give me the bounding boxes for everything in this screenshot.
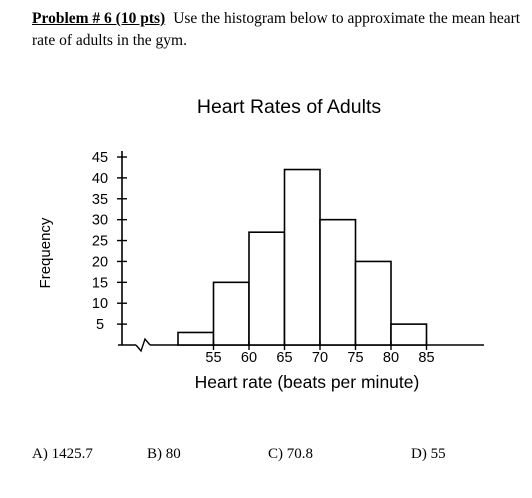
y-tick-label: 35 — [92, 192, 108, 208]
y-tick-label: 25 — [92, 234, 108, 250]
y-tick-label: 40 — [92, 171, 108, 187]
chart-title: Heart Rates of Adults — [197, 96, 382, 118]
answer-choice-c[interactable]: C) 70.8 — [268, 446, 313, 462]
problem-number: Problem # 6 (10 pts) — [32, 10, 166, 27]
histogram-bar — [390, 323, 428, 346]
y-tick-label: 5 — [96, 317, 104, 333]
histogram-bar — [248, 231, 286, 346]
x-tick-label: 70 — [312, 350, 328, 366]
answer-choice-a[interactable]: A) 1425.7 — [32, 446, 93, 462]
x-tick-label: 75 — [347, 350, 363, 366]
x-tick-label: 55 — [205, 350, 221, 366]
answer-choice-b[interactable]: B) 80 — [147, 446, 181, 462]
x-tick-label: 65 — [276, 350, 292, 366]
y-tick-label: 10 — [92, 296, 108, 312]
histogram-bar — [354, 260, 392, 346]
x-tick-label: 60 — [241, 350, 257, 366]
histogram-bar — [319, 218, 357, 346]
histogram-bar — [212, 281, 250, 346]
y-tick-label: 45 — [92, 150, 108, 166]
problem-statement: Problem # 6 (10 pts) Use the histogram be… — [32, 8, 522, 52]
histogram-bar — [283, 168, 321, 346]
y-tick-label: 30 — [92, 213, 108, 229]
answer-choice-d[interactable]: D) 55 — [411, 446, 446, 462]
histogram-bar — [177, 331, 215, 346]
x-tick-label: 85 — [418, 350, 434, 366]
y-tick-label: 20 — [92, 254, 108, 270]
y-axis-label: Frequency — [37, 217, 54, 288]
x-tick-label: 80 — [383, 350, 399, 366]
histogram-chart: Heart Rates of Adults Frequency Heart ra… — [37, 96, 484, 392]
axis-break-mark — [135, 337, 151, 353]
y-tick-label: 15 — [92, 275, 108, 291]
problem-text: Use the histogram below to approximate t… — [32, 10, 521, 49]
x-axis-label: Heart rate (beats per minute) — [195, 372, 420, 392]
